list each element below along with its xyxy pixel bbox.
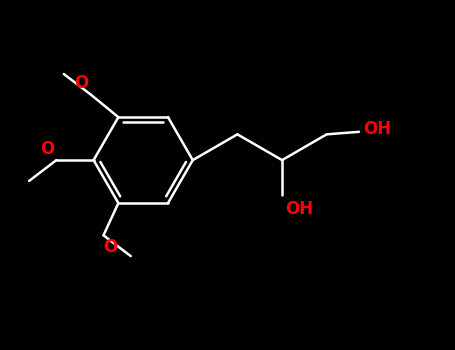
- Text: O: O: [74, 74, 89, 92]
- Text: OH: OH: [363, 120, 391, 138]
- Text: O: O: [103, 238, 118, 256]
- Text: OH: OH: [286, 200, 313, 218]
- Text: O: O: [40, 140, 54, 158]
